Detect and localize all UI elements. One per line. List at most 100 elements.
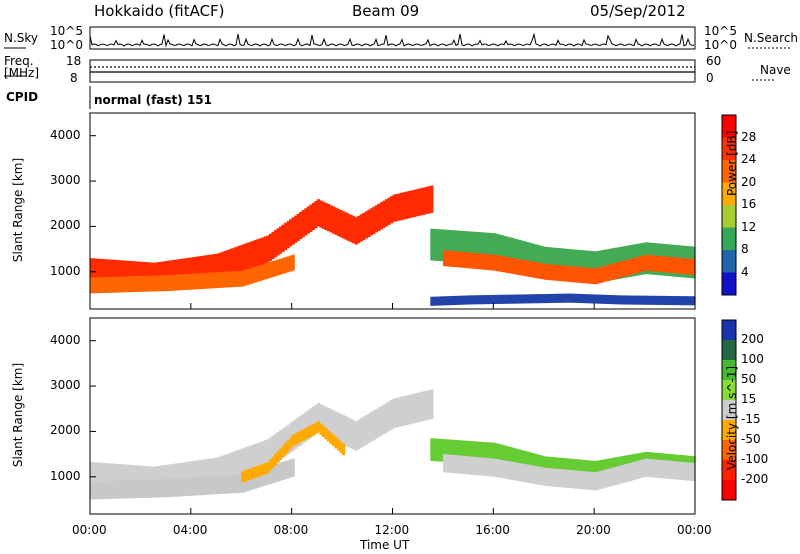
heatmap-cell (463, 455, 467, 475)
heatmap-cell (251, 467, 255, 479)
heatmap-cell (175, 274, 179, 291)
heatmap-cell (127, 276, 131, 293)
colorbar-swatch (722, 115, 736, 138)
heatmap-cell (437, 438, 441, 462)
heatmap-cell (624, 295, 628, 305)
heatmap-cell (274, 260, 278, 277)
heatmap-cell (374, 409, 378, 439)
heatmap-cell (238, 449, 242, 479)
heatmap-cell (495, 459, 499, 478)
heatmap-cell (442, 439, 447, 462)
heatmap-cell (480, 457, 484, 476)
heatmap-cell (135, 276, 139, 292)
heatmap-cell (334, 437, 338, 449)
heatmap-cell (238, 270, 242, 287)
heatmap-cell (563, 293, 568, 303)
heatmap-cell (500, 294, 505, 304)
heatmap-cell (389, 400, 394, 430)
heatmap-cell (533, 244, 537, 276)
heatmap-cell (566, 265, 570, 282)
heatmap-cell (183, 258, 187, 286)
heatmap-cell (332, 410, 336, 440)
velocity-colorbar-label: Velocity [m s^-1] (725, 365, 739, 470)
colorbar-tick-label: 15 (741, 392, 757, 406)
heatmap-cell (105, 277, 109, 293)
heatmap-cell (468, 295, 472, 305)
heatmap-cell (558, 248, 562, 280)
heatmap-cell (342, 415, 346, 445)
heatmap-cell (145, 479, 149, 498)
heatmap-cell (359, 214, 363, 242)
heatmap-cell (357, 215, 361, 244)
heatmap-cell (463, 252, 467, 268)
heatmap-cell (568, 293, 573, 303)
heatmap-cell (672, 296, 676, 306)
heatmap-cell (238, 474, 242, 493)
heatmap-cell (266, 439, 270, 469)
heatmap-cell (445, 439, 449, 463)
heatmap-cell (626, 259, 631, 276)
colorbar-frame (721, 319, 737, 501)
heatmap-cell (493, 233, 497, 265)
heatmap-cell (223, 271, 227, 288)
heatmap-cell (430, 296, 434, 306)
heatmap-cell (692, 462, 696, 482)
heatmap-cell (450, 250, 454, 267)
heatmap-cell (662, 295, 666, 305)
heatmap-cell (137, 261, 142, 289)
nsky-label: N.Sky (4, 31, 39, 45)
heatmap-cell (541, 246, 545, 278)
heatmap-cell (453, 251, 457, 268)
heatmap-cell (216, 457, 220, 488)
heatmap-cell (395, 194, 399, 222)
heatmap-cell (594, 472, 598, 491)
heatmap-cell (281, 428, 285, 458)
heatmap-cell (652, 295, 656, 305)
heatmap-cell (478, 232, 482, 264)
heatmap-cell (324, 202, 328, 231)
heatmap-cell (102, 480, 106, 500)
heatmap-cell (233, 451, 237, 481)
cpid-text: normal (fast) 151 (94, 93, 212, 107)
heatmap-cell (137, 276, 142, 292)
heatmap-cell (117, 480, 121, 499)
heatmap-cell (147, 275, 152, 292)
colorbar-tick-label: 16 (741, 197, 757, 211)
heatmap-cell (629, 295, 633, 305)
heatmap-cell (682, 296, 686, 306)
heatmap-cell (110, 276, 114, 293)
heatmap-cell (382, 200, 386, 228)
heatmap-cell (551, 264, 555, 281)
heatmap-cell (531, 465, 535, 484)
heatmap-cell (248, 268, 252, 285)
heatmap-cell (551, 247, 555, 280)
heatmap-cell (531, 261, 535, 278)
heatmap-cell (458, 251, 462, 268)
heatmap-cell (291, 434, 295, 447)
y-tick-label: 2000 (50, 423, 81, 438)
heatmap-cell (495, 233, 499, 266)
heatmap-cell (518, 463, 522, 482)
heatmap-cell (193, 477, 197, 496)
heatmap-cell (286, 440, 290, 452)
heatmap-cell (402, 192, 406, 220)
heatmap-cell (586, 471, 590, 490)
heatmap-cell (548, 264, 552, 281)
heatmap-cell (621, 260, 626, 277)
heatmap-cell (208, 254, 212, 282)
heatmap-cell (639, 295, 643, 305)
heatmap-cell (337, 439, 341, 451)
heatmap-cell (437, 229, 441, 261)
heatmap-cell (241, 474, 245, 493)
heatmap-cell (563, 469, 568, 488)
heatmap-cell (447, 250, 452, 267)
heatmap-cell (339, 441, 343, 453)
heatmap-cell (538, 294, 542, 304)
heatmap-cell (120, 260, 124, 288)
heatmap-cell (395, 397, 399, 428)
heatmap-cell (576, 470, 580, 489)
heatmap-cell (662, 256, 666, 273)
heatmap-cell (359, 418, 363, 448)
heatmap-cell (543, 294, 547, 304)
heatmap-cell (392, 398, 396, 429)
